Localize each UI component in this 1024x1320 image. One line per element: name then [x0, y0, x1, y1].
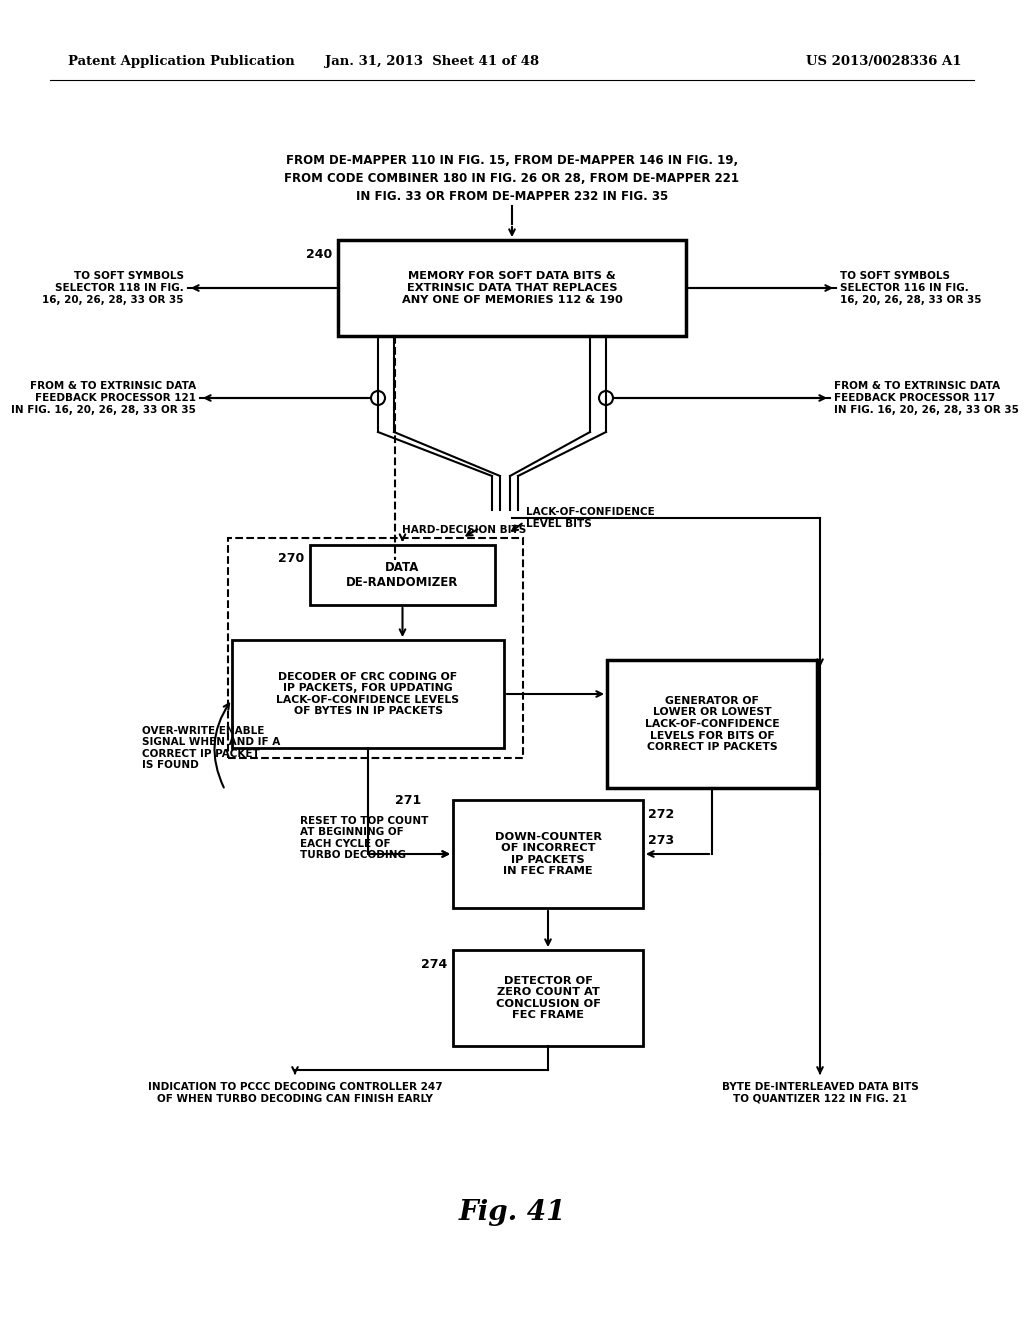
Text: OVER-WRITE ENABLE
SIGNAL WHEN AND IF A
CORRECT IP PACKET
IS FOUND: OVER-WRITE ENABLE SIGNAL WHEN AND IF A C… [142, 726, 281, 771]
Text: Jan. 31, 2013  Sheet 41 of 48: Jan. 31, 2013 Sheet 41 of 48 [325, 55, 539, 69]
Text: HARD-DECISION BITS: HARD-DECISION BITS [402, 525, 526, 535]
Bar [338, 240, 686, 337]
Text: RESET TO TOP COUNT
AT BEGINNING OF
EACH CYCLE OF
TURBO DECODING: RESET TO TOP COUNT AT BEGINNING OF EACH … [300, 816, 428, 861]
Text: Fig. 41: Fig. 41 [459, 1199, 565, 1225]
Text: Patent Application Publication: Patent Application Publication [68, 55, 295, 69]
Text: 271: 271 [395, 793, 421, 807]
Bar [310, 545, 495, 605]
Text: FROM DE-MAPPER 110 IN FIG. 15, FROM DE-MAPPER 146 IN FIG. 19,: FROM DE-MAPPER 110 IN FIG. 15, FROM DE-M… [286, 153, 738, 166]
Text: FROM & TO EXTRINSIC DATA
FEEDBACK PROCESSOR 117
IN FIG. 16, 20, 26, 28, 33 OR 35: FROM & TO EXTRINSIC DATA FEEDBACK PROCES… [834, 381, 1019, 414]
Bar [607, 660, 817, 788]
Text: 272: 272 [648, 808, 674, 821]
Text: FROM & TO EXTRINSIC DATA
FEEDBACK PROCESSOR 121
IN FIG. 16, 20, 26, 28, 33 OR 35: FROM & TO EXTRINSIC DATA FEEDBACK PROCES… [11, 381, 196, 414]
Text: TO SOFT SYMBOLS
SELECTOR 116 IN FIG.
16, 20, 26, 28, 33 OR 35: TO SOFT SYMBOLS SELECTOR 116 IN FIG. 16,… [840, 272, 981, 305]
Text: 270: 270 [278, 553, 304, 565]
Text: FROM CODE COMBINER 180 IN FIG. 26 OR 28, FROM DE-MAPPER 221: FROM CODE COMBINER 180 IN FIG. 26 OR 28,… [285, 172, 739, 185]
Bar [228, 539, 523, 758]
Text: DETECTOR OF
ZERO COUNT AT
CONCLUSION OF
FEC FRAME: DETECTOR OF ZERO COUNT AT CONCLUSION OF … [496, 975, 600, 1020]
Text: US 2013/0028336 A1: US 2013/0028336 A1 [807, 55, 962, 69]
Text: MEMORY FOR SOFT DATA BITS &
EXTRINSIC DATA THAT REPLACES
ANY ONE OF MEMORIES 112: MEMORY FOR SOFT DATA BITS & EXTRINSIC DA… [401, 272, 623, 305]
FancyArrowPatch shape [214, 704, 229, 788]
Text: 273: 273 [648, 833, 674, 846]
Text: LACK-OF-CONFIDENCE
LEVEL BITS: LACK-OF-CONFIDENCE LEVEL BITS [526, 507, 654, 529]
Bar [232, 640, 504, 748]
Text: DOWN-COUNTER
OF INCORRECT
IP PACKETS
IN FEC FRAME: DOWN-COUNTER OF INCORRECT IP PACKETS IN … [495, 832, 601, 876]
Text: DATA
DE-RANDOMIZER: DATA DE-RANDOMIZER [346, 561, 459, 589]
Text: IN FIG. 33 OR FROM DE-MAPPER 232 IN FIG. 35: IN FIG. 33 OR FROM DE-MAPPER 232 IN FIG.… [356, 190, 668, 202]
Text: INDICATION TO PCCC DECODING CONTROLLER 247
OF WHEN TURBO DECODING CAN FINISH EAR: INDICATION TO PCCC DECODING CONTROLLER 2… [147, 1082, 442, 1104]
Bar [453, 950, 643, 1045]
Text: 274: 274 [421, 957, 447, 970]
Bar [453, 800, 643, 908]
Text: DECODER OF CRC CODING OF
IP PACKETS, FOR UPDATING
LACK-OF-CONFIDENCE LEVELS
OF B: DECODER OF CRC CODING OF IP PACKETS, FOR… [276, 672, 460, 717]
Text: 240: 240 [306, 248, 332, 260]
Text: BYTE DE-INTERLEAVED DATA BITS
TO QUANTIZER 122 IN FIG. 21: BYTE DE-INTERLEAVED DATA BITS TO QUANTIZ… [722, 1082, 919, 1104]
Text: GENERATOR OF
LOWER OR LOWEST
LACK-OF-CONFIDENCE
LEVELS FOR BITS OF
CORRECT IP PA: GENERATOR OF LOWER OR LOWEST LACK-OF-CON… [645, 696, 779, 752]
Text: TO SOFT SYMBOLS
SELECTOR 118 IN FIG.
16, 20, 26, 28, 33 OR 35: TO SOFT SYMBOLS SELECTOR 118 IN FIG. 16,… [43, 272, 184, 305]
